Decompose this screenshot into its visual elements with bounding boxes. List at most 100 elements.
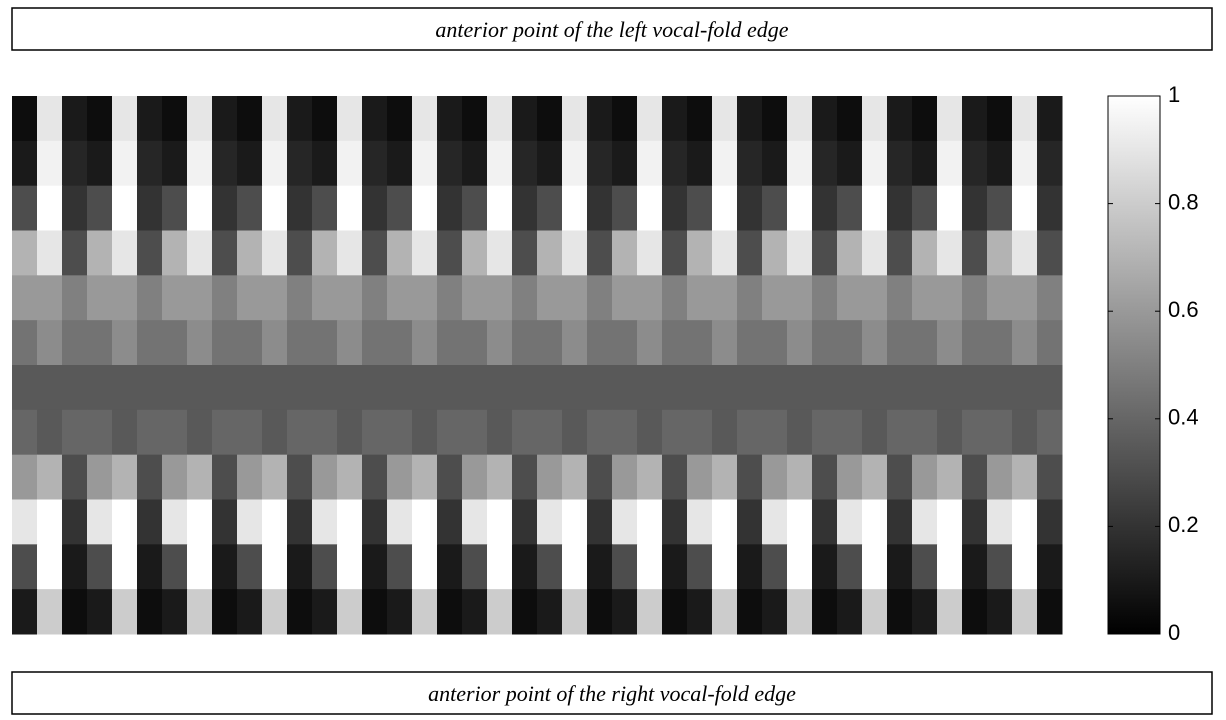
heat-cell: [987, 230, 1013, 276]
bottom-label: anterior point of the right vocal-fold e…: [428, 681, 796, 706]
heat-cell: [212, 320, 238, 366]
heat-cell: [12, 96, 38, 142]
heat-cell: [1012, 365, 1038, 411]
heat-cell: [662, 275, 688, 321]
heat-cell: [912, 140, 938, 187]
heat-cell: [637, 140, 663, 187]
heat-cell: [762, 409, 788, 456]
heat-cell: [312, 544, 338, 590]
heat-cell: [512, 544, 538, 590]
heat-cell: [362, 320, 388, 366]
heat-cell: [87, 230, 113, 276]
heat-cell: [237, 140, 263, 187]
heat-cell: [812, 275, 838, 321]
heat-cell: [837, 320, 863, 366]
heat-cell: [87, 96, 113, 142]
heat-cell: [887, 589, 913, 635]
heat-cell: [387, 96, 413, 142]
heat-cell: [587, 409, 613, 456]
heat-cell: [162, 499, 188, 545]
heat-cell: [137, 320, 163, 366]
heat-cell: [787, 185, 813, 231]
heat-cell: [12, 365, 38, 411]
heat-cell: [287, 320, 313, 366]
heat-cell: [687, 544, 713, 590]
heat-cell: [112, 140, 138, 187]
heat-cell: [562, 140, 588, 187]
heat-cell: [937, 454, 963, 500]
heat-cell: [762, 365, 788, 411]
heat-cell: [187, 544, 213, 590]
heat-cell: [387, 454, 413, 500]
heat-cell: [987, 275, 1013, 321]
heat-cell: [812, 499, 838, 545]
heat-cell: [412, 454, 438, 500]
heat-cell: [337, 275, 363, 321]
heat-cell: [12, 140, 38, 187]
heat-cell: [587, 320, 613, 366]
heat-cell: [62, 275, 88, 321]
heat-cell: [987, 544, 1013, 590]
heat-cell: [187, 589, 213, 635]
heat-cell: [762, 499, 788, 545]
heat-cell: [237, 275, 263, 321]
heat-cell: [287, 230, 313, 276]
heat-cell: [1037, 365, 1063, 411]
heat-cell: [137, 96, 163, 142]
heat-cell: [1012, 320, 1038, 366]
heat-cell: [887, 140, 913, 187]
heat-cell: [462, 275, 488, 321]
heat-cell: [737, 96, 763, 142]
heat-cell: [912, 96, 938, 142]
heat-cell: [412, 96, 438, 142]
heat-cell: [712, 589, 738, 635]
heat-cell: [112, 230, 138, 276]
heat-cell: [412, 544, 438, 590]
heat-cell: [787, 589, 813, 635]
heat-cell: [712, 96, 738, 142]
heat-cell: [887, 275, 913, 321]
heat-cell: [887, 409, 913, 456]
heat-cell: [612, 499, 638, 545]
heat-cell: [937, 365, 963, 411]
heat-cell: [162, 544, 188, 590]
heat-cell: [862, 320, 888, 366]
heat-cell: [487, 140, 513, 187]
heat-cell: [37, 275, 63, 321]
heat-cell: [762, 230, 788, 276]
heat-cell: [412, 140, 438, 187]
heat-cell: [187, 365, 213, 411]
heat-cell: [687, 499, 713, 545]
heat-cell: [862, 499, 888, 545]
heat-cell: [537, 544, 563, 590]
heat-cell: [312, 185, 338, 231]
heat-cell: [637, 185, 663, 231]
heat-cell: [437, 409, 463, 456]
heat-cell: [337, 454, 363, 500]
heat-cell: [87, 365, 113, 411]
heat-cell: [762, 275, 788, 321]
heat-cell: [912, 365, 938, 411]
heat-cell: [237, 96, 263, 142]
heat-cell: [812, 140, 838, 187]
heat-cell: [662, 140, 688, 187]
top-label: anterior point of the left vocal-fold ed…: [435, 17, 788, 42]
heat-cell: [962, 544, 988, 590]
heat-cell: [812, 544, 838, 590]
heat-cell: [737, 499, 763, 545]
heat-cell: [662, 454, 688, 500]
heat-cell: [412, 365, 438, 411]
heat-cell: [1012, 409, 1038, 456]
heat-cell: [62, 454, 88, 500]
heat-cell: [212, 140, 238, 187]
heat-cell: [762, 454, 788, 500]
heat-cell: [187, 96, 213, 142]
heat-cell: [537, 365, 563, 411]
heat-cell: [112, 365, 138, 411]
heat-cell: [387, 589, 413, 635]
heat-cell: [37, 320, 63, 366]
heat-cell: [987, 96, 1013, 142]
heat-cell: [137, 454, 163, 500]
heat-cell: [137, 365, 163, 411]
heat-cell: [562, 589, 588, 635]
